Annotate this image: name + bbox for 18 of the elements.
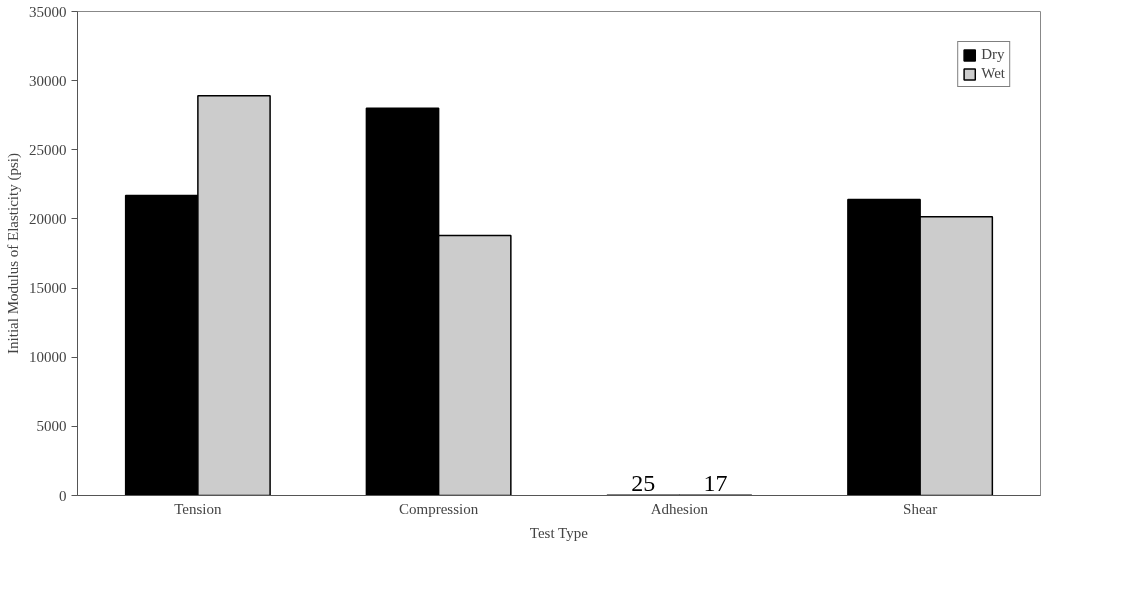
legend-label: Wet: [981, 65, 1005, 82]
x-axis-title: Test Type: [529, 524, 589, 541]
x-tick-label: Tension: [174, 500, 223, 517]
y-tick-label: 5000: [36, 418, 67, 435]
x-tick-label: Shear: [903, 500, 938, 517]
y-tick-label: 20000: [29, 210, 67, 227]
y-tick-label: 15000: [29, 280, 67, 297]
y-tick-label: 35000: [29, 3, 67, 20]
y-axis-title: Initial Modulus of Elasticity (psi): [5, 153, 22, 354]
x-tick-label: Adhesion: [650, 500, 709, 517]
x-tick-label: Compression: [399, 500, 479, 517]
data-label: 25: [631, 470, 656, 497]
data-label: 17: [703, 470, 728, 497]
legend-label: Dry: [981, 46, 1005, 63]
y-tick-label: 30000: [29, 72, 67, 89]
y-tick-label: 0: [59, 487, 67, 504]
y-tick-label: 10000: [29, 349, 67, 366]
y-tick-label: 25000: [29, 141, 67, 158]
